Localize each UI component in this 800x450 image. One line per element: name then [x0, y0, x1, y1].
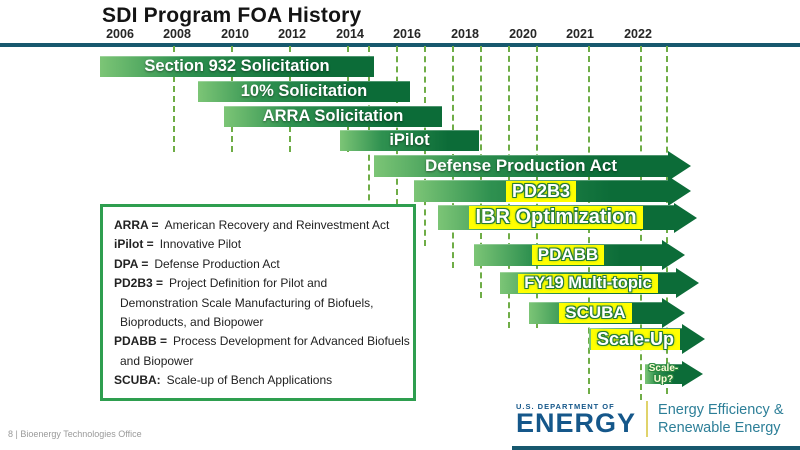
- bar-label: PDABB: [531, 245, 605, 265]
- arrow-head-icon: [682, 324, 705, 354]
- timeline-rule: [0, 43, 800, 47]
- legend-line-scuba: SCUBA: Scale-up of Bench Applications: [114, 371, 402, 390]
- year-label-2014: 2014: [336, 27, 364, 41]
- arrow-head-icon: [674, 202, 697, 233]
- legend-term: DPA =: [114, 256, 149, 271]
- arrow-head-icon: [676, 268, 699, 298]
- bottom-accent-strip: [512, 446, 800, 450]
- gridline: [173, 46, 175, 152]
- bar-label: PD2B3: [505, 180, 577, 202]
- legend-line-pdabb: PDABB = Process Development for Advanced …: [114, 332, 410, 351]
- year-label-2012: 2012: [278, 27, 306, 41]
- year-label-2018: 2018: [451, 27, 479, 41]
- eere-label: Energy Efficiency & Renewable Energy: [658, 401, 783, 437]
- eere-line1: Energy Efficiency &: [658, 402, 784, 418]
- doe-energy-wordmark: ENERGY: [516, 407, 637, 438]
- legend-term: SCUBA:: [114, 373, 161, 388]
- legend-text: Process Development for Advanced Biofuel…: [173, 334, 410, 349]
- eere-line2: Renewable Energy: [658, 420, 781, 437]
- bar-label: SCUBA: [559, 303, 632, 323]
- timeline-bar-pdabb: PDABB: [474, 240, 685, 270]
- legend-text: Scale-up of Bench Applications: [166, 373, 333, 388]
- bar-label: Scale-Up: [590, 328, 681, 350]
- year-label-2008: 2008: [163, 27, 191, 41]
- bar-label: ARRA Solicitation: [262, 107, 404, 125]
- legend-text: and Biopower: [120, 353, 194, 368]
- arrow-head-icon: [662, 240, 685, 270]
- legend-text: Defense Production Act: [154, 256, 280, 271]
- bar-label: Scale-Up?: [648, 362, 679, 386]
- legend-text: Project Definition for Pilot and: [169, 276, 328, 291]
- timeline-bar-ipilot: iPilot: [340, 130, 479, 151]
- year-label-2016: 2016: [393, 27, 421, 41]
- timeline-bar-scale-up: Scale-Up: [589, 324, 705, 354]
- page-title: SDI Program FOA History: [102, 4, 362, 27]
- arrow-head-icon: [668, 176, 691, 206]
- timeline-bar-ibr-optimization: IBR Optimization: [438, 202, 697, 233]
- legend-line-dpa: DPA = Defense Production Act: [114, 255, 402, 274]
- timeline-bar-scuba: SCUBA: [529, 298, 685, 328]
- year-label-2006: 2006: [106, 27, 134, 41]
- bar-label: IBR Optimization: [469, 206, 643, 229]
- logo-separator: [646, 401, 649, 438]
- legend-term: ARRA =: [114, 218, 159, 232]
- doe-wordmark: U.S. DEPARTMENT OF ENERGY: [516, 402, 636, 437]
- timeline-bar-arra-solicitation: ARRA Solicitation: [224, 106, 442, 127]
- year-label-2022: 2022: [624, 27, 652, 41]
- timeline-bar-fy19-multi-topic: FY19 Multi-topic: [500, 268, 699, 298]
- legend-line-pd2b3-cont1: Demonstration Scale Manufacturing of Bio…: [114, 294, 402, 313]
- arrow-head-icon: [682, 361, 703, 387]
- legend-text: Innovative Pilot: [159, 237, 242, 252]
- legend-text: American Recovery and Reinvestment Act: [164, 218, 390, 232]
- bar-label: FY19 Multi-topic: [518, 273, 658, 293]
- year-label-2020: 2020: [509, 27, 537, 41]
- arrow-head-icon: [668, 151, 691, 181]
- timeline-bar-section-932-solicitation: Section 932 Solicitation: [100, 56, 374, 77]
- legend-term: PD2B3 =: [114, 276, 164, 291]
- timeline-bar-scale-up: Scale-Up?: [645, 361, 703, 387]
- legend-term: PDABB =: [114, 334, 168, 349]
- legend-line-arra: ARRA = American Recovery and Reinvestment…: [114, 216, 402, 235]
- legend-line-ipilot: iPilot = Innovative Pilot: [114, 235, 402, 254]
- legend-box: ARRA = American Recovery and Reinvestment…: [100, 204, 416, 401]
- year-label-2010: 2010: [221, 27, 249, 41]
- slide-footer: 8 | Bioenergy Technologies Office: [8, 429, 142, 439]
- doe-eere-logo: U.S. DEPARTMENT OF ENERGY Energy Efficie…: [516, 401, 784, 438]
- arrow-head-icon: [662, 298, 685, 328]
- timeline-bar-pd2b3: PD2B3: [414, 176, 691, 206]
- bar-label: iPilot: [389, 131, 430, 149]
- legend-text: Demonstration Scale Manufacturing of Bio…: [120, 295, 374, 310]
- bar-label: Defense Production Act: [424, 156, 618, 175]
- legend-term: iPilot =: [114, 237, 154, 252]
- bar-label: 10% Solicitation: [240, 82, 368, 100]
- year-label-2021: 2021: [566, 27, 594, 41]
- bar-label: Section 932 Solicitation: [144, 57, 330, 75]
- doe-dept-line: U.S. DEPARTMENT OF: [516, 401, 615, 411]
- timeline-bar-defense-production-act: Defense Production Act: [374, 151, 691, 181]
- legend-line-pd2b3-cont2: Bioproducts, and Biopower: [114, 313, 402, 332]
- legend-line-pdabb-cont: and Biopower: [114, 352, 402, 371]
- legend-text: Bioproducts, and Biopower: [120, 315, 264, 330]
- legend-line-pd2b3: PD2B3 = Project Definition for Pilot and: [114, 274, 402, 293]
- timeline-bar-10-solicitation: 10% Solicitation: [198, 81, 410, 102]
